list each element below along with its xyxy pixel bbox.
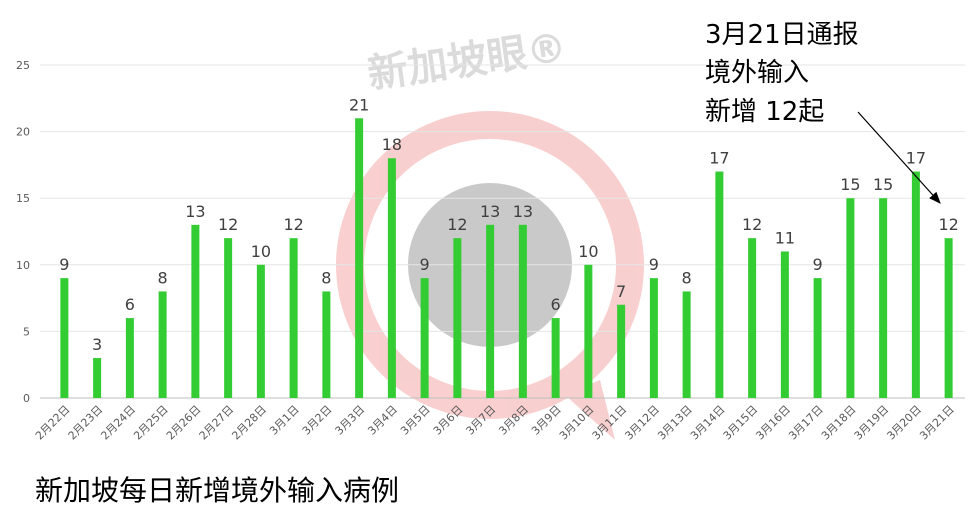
x-tick-label: 3月3日 <box>333 403 368 438</box>
y-tick-label: 0 <box>23 392 30 405</box>
x-tick-label: 3月12日 <box>622 403 662 443</box>
x-tick-label: 3月21日 <box>917 403 957 443</box>
x-tick-label: 2月25日 <box>131 403 171 443</box>
y-tick-label: 20 <box>16 126 30 139</box>
annotation-line-1: 3月21日通报 <box>705 20 859 50</box>
data-label: 13 <box>185 202 205 221</box>
bar <box>256 264 265 398</box>
bar <box>387 158 396 398</box>
x-tick-label: 3月19日 <box>852 403 892 443</box>
data-label: 12 <box>447 215 467 234</box>
data-label: 7 <box>616 282 626 301</box>
data-label: 9 <box>649 255 659 274</box>
x-tick-label: 3月18日 <box>819 403 859 443</box>
bar <box>355 118 364 398</box>
data-label: 15 <box>873 175 893 194</box>
data-label: 11 <box>775 228 795 247</box>
data-label: 6 <box>551 295 561 314</box>
data-label: 13 <box>480 202 500 221</box>
x-axis-ticks: 2月22日2月23日2月24日2月25日2月26日2月27日2月28日3月1日3… <box>33 403 957 443</box>
x-tick-label: 3月5日 <box>398 403 433 438</box>
bar <box>322 291 331 398</box>
data-label: 17 <box>709 149 729 168</box>
x-tick-label: 2月23日 <box>66 403 106 443</box>
x-tick-label: 2月24日 <box>98 403 138 443</box>
bar <box>748 238 757 398</box>
y-axis-ticks: 0 5 10 15 20 25 <box>16 59 30 405</box>
x-tick-label: 2月26日 <box>164 403 204 443</box>
data-label: 8 <box>158 268 168 287</box>
data-label: 15 <box>840 175 860 194</box>
data-labels: 9 3 6 8 13 12 10 12 8 21 18 9 12 13 13 6 10 7 9 8 17 12 11 9 15 1… <box>59 95 959 354</box>
bar <box>584 264 593 398</box>
x-tick-label: 3月14日 <box>688 403 728 443</box>
x-tick-label: 3月1日 <box>267 403 302 438</box>
data-label: 9 <box>59 255 69 274</box>
data-label: 21 <box>349 95 369 114</box>
bar <box>911 171 920 398</box>
y-tick-label: 10 <box>16 259 30 272</box>
data-label: 9 <box>420 255 430 274</box>
bar <box>682 291 691 398</box>
data-label: 3 <box>92 335 102 354</box>
x-tick-label: 3月13日 <box>655 403 695 443</box>
bar <box>813 278 822 398</box>
bar <box>518 224 527 398</box>
watermark-pin-tip-icon <box>565 380 615 440</box>
data-label: 13 <box>513 202 533 221</box>
y-tick-label: 25 <box>16 59 30 72</box>
bar <box>617 304 626 398</box>
y-tick-label: 5 <box>23 325 30 338</box>
annotation-line-3: 新增 12起 <box>705 97 824 127</box>
x-tick-label: 3月20日 <box>884 403 924 443</box>
data-label: 8 <box>321 268 331 287</box>
bar <box>125 318 134 398</box>
bar <box>944 238 953 398</box>
bar <box>158 291 167 398</box>
x-tick-label: 3月2日 <box>300 403 335 438</box>
bar <box>715 171 724 398</box>
data-label: 10 <box>251 242 271 261</box>
bar <box>486 224 495 398</box>
annotation-arrow-icon <box>857 111 941 204</box>
x-tick-label: 2月27日 <box>197 403 237 443</box>
bar <box>224 238 233 398</box>
x-tick-label: 2月28日 <box>229 403 269 443</box>
data-label: 10 <box>578 242 598 261</box>
bars <box>60 118 953 398</box>
data-label: 12 <box>938 215 958 234</box>
data-label: 12 <box>283 215 303 234</box>
bar <box>649 278 658 398</box>
bar <box>420 278 429 398</box>
data-label: 8 <box>682 268 692 287</box>
data-label: 18 <box>382 135 402 154</box>
bar <box>453 238 462 398</box>
watermark-text: 新加坡眼® <box>365 25 569 98</box>
bar <box>780 251 789 398</box>
annotation: 3月21日通报 境外输入 新增 12起 <box>705 20 941 204</box>
data-label: 9 <box>813 255 823 274</box>
data-label: 6 <box>125 295 135 314</box>
y-tick-label: 15 <box>16 192 30 205</box>
bar <box>289 238 298 398</box>
x-tick-label: 3月10日 <box>557 403 597 443</box>
x-tick-label: 2月22日 <box>33 403 73 443</box>
bar <box>846 198 855 398</box>
bar <box>93 358 102 398</box>
bar <box>551 318 560 398</box>
data-label: 12 <box>742 215 762 234</box>
data-label: 17 <box>906 149 926 168</box>
chart-title: 新加坡每日新增境外输入病例 <box>35 474 399 507</box>
bar <box>60 278 69 398</box>
data-label: 12 <box>218 215 238 234</box>
x-tick-label: 3月15日 <box>721 403 761 443</box>
x-tick-label: 3月16日 <box>753 403 793 443</box>
x-tick-label: 3月17日 <box>786 403 826 443</box>
bar <box>191 224 200 398</box>
annotation-line-2: 境外输入 <box>705 58 809 88</box>
bar <box>879 198 888 398</box>
x-tick-label: 3月4日 <box>365 403 400 438</box>
